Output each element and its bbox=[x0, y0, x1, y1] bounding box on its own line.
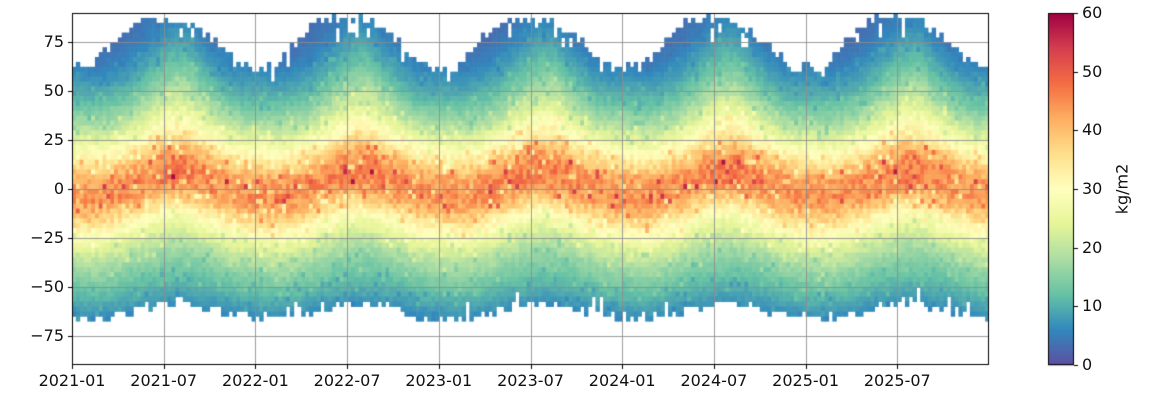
x-axis-tick-label: 2023-01 bbox=[405, 371, 473, 390]
colorbar-tick-label: 50 bbox=[1082, 61, 1103, 81]
y-axis-tick-label: 50 bbox=[43, 81, 64, 101]
y-axis-tick-label: 25 bbox=[43, 130, 64, 150]
colorbar-label: kg/m2 bbox=[1112, 163, 1132, 215]
y-axis-tick-label: 0 bbox=[53, 179, 64, 198]
colorbar-tick-label: 30 bbox=[1082, 179, 1103, 198]
x-axis-tick-label: 2024-07 bbox=[680, 371, 748, 390]
x-axis-tick-label: 2025-07 bbox=[863, 371, 931, 390]
y-axis-tick-label: −75 bbox=[30, 325, 64, 345]
y-axis-tick-label: −50 bbox=[30, 276, 64, 296]
colorbar-tick-label: 20 bbox=[1082, 237, 1103, 257]
x-axis-tick-label: 2021-01 bbox=[38, 371, 106, 390]
y-axis-tick-label: −25 bbox=[30, 227, 64, 247]
x-axis-tick-label: 2022-07 bbox=[313, 371, 381, 390]
x-axis-tick-label: 2021-07 bbox=[130, 371, 198, 390]
colorbar-tick-label: 10 bbox=[1082, 296, 1103, 316]
colorbar-tick-label: 60 bbox=[1082, 3, 1103, 22]
x-axis-tick-label: 2023-07 bbox=[497, 371, 564, 390]
x-axis-tick-label: 2025-01 bbox=[772, 371, 840, 390]
x-axis-tick-label: 2022-01 bbox=[221, 371, 289, 390]
colorbar-tick-label: 40 bbox=[1082, 120, 1103, 140]
y-axis-tick-label: 75 bbox=[43, 32, 64, 52]
colorbar-tick-label: 0 bbox=[1082, 355, 1093, 374]
x-axis-tick-label: 2024-01 bbox=[588, 371, 656, 390]
